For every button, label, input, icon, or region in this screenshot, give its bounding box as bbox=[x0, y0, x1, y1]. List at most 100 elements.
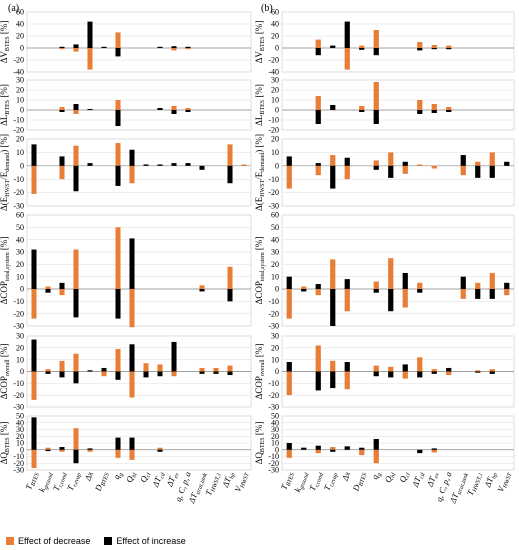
bar-increase bbox=[87, 21, 93, 48]
y-tick-label: 10 bbox=[16, 439, 24, 448]
bar-increase bbox=[115, 110, 121, 126]
bar-decrease bbox=[59, 48, 65, 50]
y-tick-label: 0 bbox=[20, 445, 24, 454]
y-tick-label: 30 bbox=[271, 76, 279, 85]
bar-decrease bbox=[417, 282, 423, 289]
bar-decrease bbox=[101, 371, 107, 377]
bar-decrease bbox=[87, 48, 93, 70]
y-tick-label: -40 bbox=[268, 68, 279, 77]
bar-increase bbox=[431, 48, 437, 50]
bar-increase bbox=[460, 155, 466, 166]
row-3-panel-b: -30 -20 -10 0 10 20 Δ(EHWST/Edemand) [%] bbox=[254, 134, 515, 211]
bar-increase bbox=[446, 367, 452, 372]
bar-decrease bbox=[417, 164, 423, 166]
bar-increase bbox=[199, 289, 205, 292]
y-axis-label: ΔQBTES [%] bbox=[254, 422, 266, 465]
y-tick-label: -30 bbox=[13, 466, 24, 475]
x-category-label: Qcl bbox=[138, 470, 153, 484]
bar-decrease bbox=[171, 48, 177, 51]
bar-decrease bbox=[87, 449, 93, 452]
y-tick-label: 20 bbox=[271, 135, 279, 144]
y-axis-label: ΔLBTES [%] bbox=[0, 84, 11, 126]
bar-decrease bbox=[359, 106, 365, 110]
y-tick-label: 20 bbox=[16, 135, 24, 144]
bar-decrease bbox=[417, 100, 423, 110]
bar-decrease bbox=[73, 249, 79, 289]
bar-decrease bbox=[373, 30, 379, 48]
bar-increase bbox=[157, 449, 163, 452]
bar-increase bbox=[115, 165, 121, 186]
bar-decrease bbox=[45, 369, 51, 372]
bar-decrease bbox=[227, 144, 233, 166]
bar-decrease bbox=[315, 289, 321, 296]
bar-increase bbox=[315, 48, 321, 56]
bar-decrease bbox=[59, 107, 65, 110]
row-1-panel-a: -40 -20 0 20 40 60 ΔVBTES [%] bbox=[0, 8, 252, 77]
bar-increase bbox=[344, 157, 350, 166]
legend-item-increase: Effect of increase bbox=[104, 536, 186, 546]
bar-increase bbox=[185, 163, 191, 166]
bar-increase bbox=[59, 282, 65, 289]
bar-decrease bbox=[31, 371, 37, 400]
y-tick-label: 50 bbox=[16, 412, 24, 421]
y-tick-label: 40 bbox=[271, 20, 279, 29]
bar-decrease bbox=[143, 363, 149, 372]
bar-decrease bbox=[475, 282, 481, 289]
bar-increase bbox=[373, 438, 379, 450]
y-tick-label: 0 bbox=[20, 367, 24, 376]
bar-increase bbox=[199, 371, 205, 374]
bar-increase bbox=[157, 46, 163, 48]
y-tick-label: -30 bbox=[13, 202, 24, 211]
y-tick-label: -30 bbox=[268, 322, 279, 331]
row-4-panel-b: -30 -20 -10 0 10 20 30 40 50 60 ΔCOPtotal,system [… bbox=[254, 211, 515, 331]
bar-decrease bbox=[446, 45, 452, 48]
y-tick-label: -10 bbox=[268, 175, 279, 184]
bar-decrease bbox=[115, 449, 121, 458]
y-tick-label: -20 bbox=[268, 459, 279, 468]
bar-decrease bbox=[446, 107, 452, 110]
bar-decrease bbox=[115, 100, 121, 110]
bar-decrease bbox=[431, 369, 437, 372]
bar-increase bbox=[446, 48, 452, 50]
y-tick-label: -10 bbox=[268, 452, 279, 461]
bar-decrease bbox=[431, 165, 437, 169]
y-tick-label: 0 bbox=[20, 44, 24, 53]
bar-decrease bbox=[315, 96, 321, 110]
bar-decrease bbox=[59, 165, 65, 180]
bar-decrease bbox=[431, 104, 437, 110]
bar-increase bbox=[373, 371, 379, 377]
bar-increase bbox=[87, 448, 93, 450]
row-5-panel-b: -30 -20 -10 0 10 20 30 ΔCOPoverall [%] bbox=[254, 332, 515, 412]
x-category-label: qg bbox=[111, 470, 125, 481]
bar-increase bbox=[359, 110, 365, 112]
y-tick-label: -20 bbox=[268, 126, 279, 135]
legend-item-decrease: Effect of decrease bbox=[6, 536, 90, 546]
y-tick-label: 0 bbox=[20, 161, 24, 170]
y-tick-label: 0 bbox=[275, 106, 279, 115]
bar-increase bbox=[330, 289, 336, 326]
y-tick-label: 10 bbox=[16, 355, 24, 364]
y-tick-label: 10 bbox=[271, 355, 279, 364]
bar-increase bbox=[73, 165, 79, 192]
y-tick-label: -20 bbox=[268, 188, 279, 197]
bar-decrease bbox=[241, 164, 247, 166]
bar-decrease bbox=[402, 371, 408, 379]
y-tick-label: -10 bbox=[268, 297, 279, 306]
x-category-label: Δx bbox=[339, 470, 352, 483]
bar-increase bbox=[388, 289, 394, 312]
bar-decrease bbox=[359, 449, 365, 456]
x-category-label: ΔTcd bbox=[410, 469, 427, 489]
bar-decrease bbox=[388, 258, 394, 289]
panel-label-b: (b) bbox=[261, 3, 273, 14]
x-category-label: ΔThp bbox=[220, 470, 237, 490]
y-tick-label: -40 bbox=[13, 68, 24, 77]
bar-decrease bbox=[185, 108, 191, 110]
x-category-label: TBTES bbox=[23, 470, 41, 491]
x-category-label: kground bbox=[36, 469, 55, 494]
bar-increase bbox=[359, 447, 365, 450]
bar-decrease bbox=[129, 371, 135, 398]
y-tick-label: 30 bbox=[16, 248, 24, 257]
bar-increase bbox=[73, 289, 79, 318]
